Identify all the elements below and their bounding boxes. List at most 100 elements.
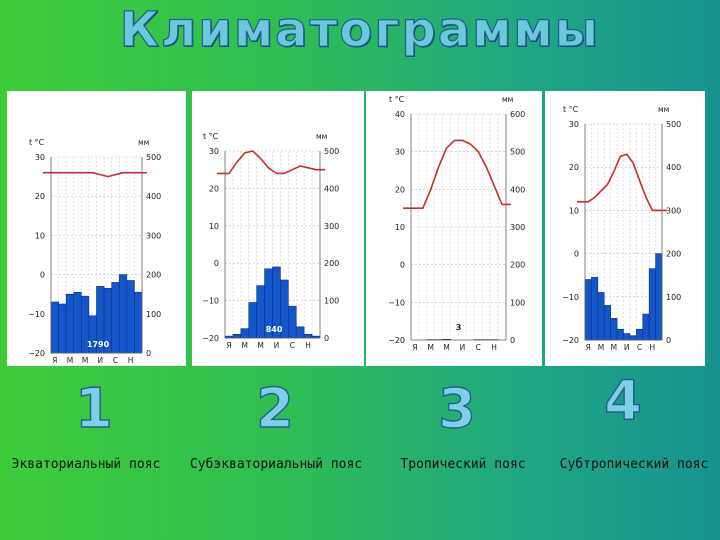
precip-tick-label: 400 [666, 163, 681, 172]
precip-tick-label: 0 [666, 336, 671, 345]
temp-tick-label: −10 [562, 293, 579, 302]
precip-tick-label: 300 [146, 231, 161, 240]
precipitation-bar [655, 253, 663, 341]
temp-axis-label: t °C [29, 138, 45, 147]
caption-2: Субэкваториальный пояс [189, 457, 363, 472]
caption-4: Субтропический пояс [559, 457, 709, 472]
caption-1: Экваториальный пояс [11, 457, 161, 472]
precip-tick-label: 400 [146, 192, 161, 201]
temp-tick-label: −20 [388, 336, 405, 345]
precip-tick-label: 500 [666, 120, 681, 129]
precipitation-bar [50, 301, 59, 354]
month-label: Н [491, 343, 497, 352]
annual-total-label: 3 [456, 323, 462, 332]
precipitation-bar [288, 305, 297, 339]
temp-tick-label: 20 [35, 192, 45, 201]
climatogram-number-4: 4 [604, 369, 643, 432]
precipitation-bar [591, 277, 599, 341]
precip-axis-label: мм [502, 95, 513, 104]
month-label: Я [52, 356, 57, 365]
precip-tick-label: 100 [146, 310, 161, 319]
annual-total-label: 1790 [87, 340, 110, 349]
temp-tick-label: 30 [35, 153, 45, 162]
month-label: М [257, 341, 263, 350]
month-label: С [113, 356, 118, 365]
precip-tick-label: 200 [666, 250, 681, 259]
month-label: Я [586, 343, 591, 352]
precipitation-bar [73, 291, 82, 354]
temp-tick-label: −20 [202, 334, 219, 343]
climatogram-number-1: 1 [75, 377, 114, 440]
climatogram-panel-2: 30 20 10 0 −10 −20 500 400 300 200 100 0 t °C мм Я М М И С… [192, 91, 364, 366]
month-label: М [598, 343, 604, 352]
precipitation-bar [240, 328, 250, 339]
precip-tick-label: 0 [146, 349, 151, 358]
month-label: Я [412, 343, 417, 352]
precip-tick-label: 500 [324, 147, 339, 156]
temp-tick-label: −10 [28, 310, 45, 319]
climatogram-panel-1: 30 20 10 0 −10 −20 500 400 300 200 100 0 t °C мм Я М М И С… [7, 91, 186, 366]
temp-tick-label: −20 [562, 336, 579, 345]
temp-tick-label: 20 [209, 184, 219, 193]
precipitation-bar [584, 279, 592, 341]
month-label: Я [226, 341, 231, 350]
caption-3: Тропический пояс [400, 457, 526, 472]
precip-tick-label: 500 [146, 153, 161, 162]
precip-tick-label: 300 [666, 206, 681, 215]
month-label: М [443, 343, 449, 352]
month-label: Н [305, 341, 311, 350]
precipitation-bar [629, 335, 637, 341]
month-label: М [611, 343, 617, 352]
precip-tick-label: 200 [324, 259, 339, 268]
precip-tick-label: 400 [510, 185, 525, 194]
precipitation-bar [648, 268, 656, 341]
month-label: М [428, 343, 434, 352]
month-label: И [97, 356, 103, 365]
temp-axis-label: t °C [389, 95, 405, 104]
temp-tick-label: 0 [214, 259, 219, 268]
temp-tick-label: 20 [395, 185, 405, 194]
climatogram-number-2: 2 [256, 377, 295, 440]
precipitation-bar [118, 274, 128, 354]
month-label: Н [128, 356, 134, 365]
precip-tick-label: 500 [510, 148, 525, 157]
temp-tick-label: 30 [209, 147, 219, 156]
precip-tick-label: 400 [324, 184, 339, 193]
month-label: И [624, 343, 630, 352]
temp-tick-label: 0 [574, 250, 579, 259]
temp-tick-label: 10 [569, 206, 579, 215]
temp-tick-label: 0 [400, 261, 405, 270]
precip-tick-label: 0 [324, 334, 329, 343]
precip-tick-label: 100 [324, 297, 339, 306]
climatogram-number-3: 3 [438, 377, 477, 440]
precipitation-bar [603, 305, 611, 341]
month-label: С [290, 341, 295, 350]
temp-tick-label: 30 [395, 148, 405, 157]
precipitation-bar [636, 328, 644, 341]
temperature-line [403, 139, 511, 209]
climatogram-panel-3: 40 30 20 10 0 −10 −20 600 500 400 300 200 100 0 t °C мм… [366, 91, 542, 366]
temp-tick-label: 10 [395, 223, 405, 232]
temp-tick-label: 20 [569, 163, 579, 172]
precip-tick-label: 300 [510, 223, 525, 232]
month-label: И [274, 341, 280, 350]
precipitation-bar [623, 333, 631, 341]
temp-tick-label: −20 [28, 349, 45, 358]
temp-tick-label: −10 [388, 298, 405, 307]
precip-tick-label: 200 [146, 271, 161, 280]
precipitation-bar [65, 293, 75, 354]
precipitation-bar [610, 318, 618, 341]
precipitation-bar [232, 333, 242, 339]
temperature-line [43, 171, 147, 178]
month-label: С [637, 343, 642, 352]
precip-tick-label: 600 [510, 110, 525, 119]
precip-axis-label: мм [316, 132, 327, 141]
month-label: Н [650, 343, 656, 352]
precipitation-bar [256, 285, 265, 339]
precip-tick-label: 200 [510, 261, 525, 270]
temperature-line [577, 153, 667, 212]
temp-tick-label: −10 [202, 297, 219, 306]
